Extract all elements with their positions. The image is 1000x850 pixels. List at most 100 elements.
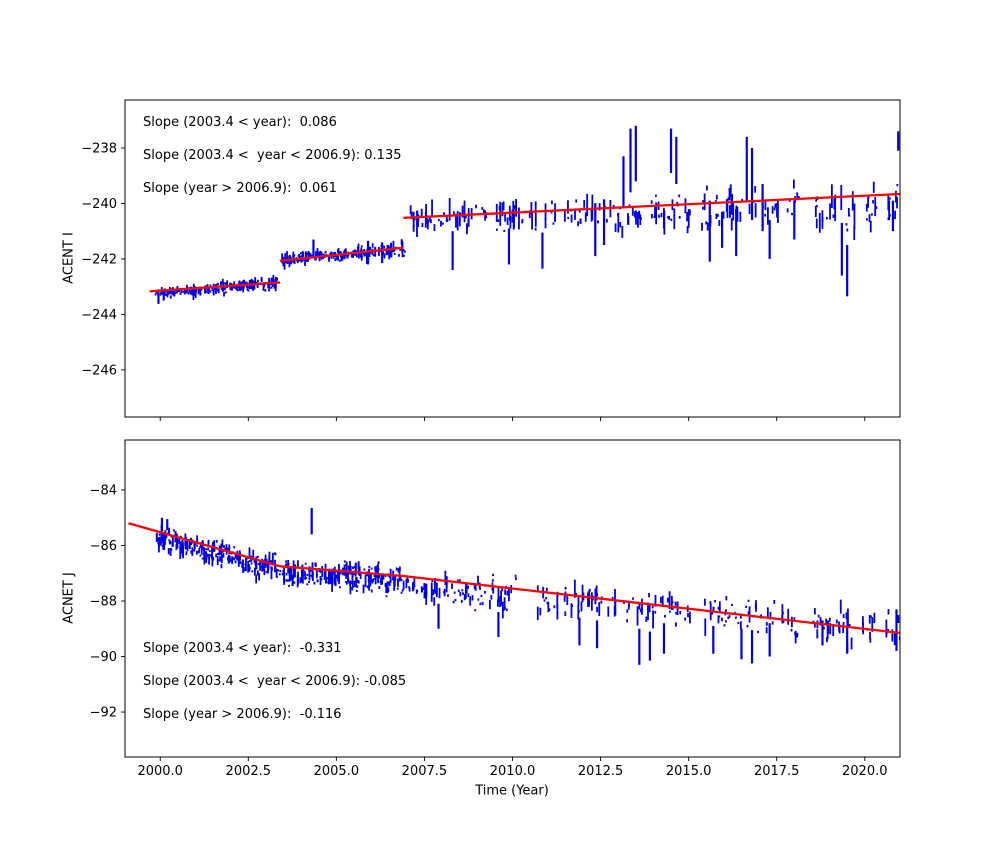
x-tick-label: 2020.0 bbox=[842, 764, 888, 779]
data-point bbox=[277, 569, 280, 572]
data-point bbox=[263, 559, 266, 568]
data-point bbox=[345, 254, 347, 257]
data-point bbox=[429, 216, 431, 222]
data-point bbox=[551, 200, 553, 205]
data-point bbox=[250, 559, 253, 562]
data-point bbox=[402, 580, 405, 590]
data-point bbox=[626, 619, 629, 623]
data-point bbox=[208, 550, 211, 553]
data-point bbox=[648, 593, 650, 598]
data-point bbox=[577, 221, 580, 227]
data-point bbox=[577, 596, 580, 607]
data-point bbox=[739, 211, 742, 222]
data-point bbox=[301, 254, 304, 259]
data-point bbox=[265, 571, 268, 574]
data-point bbox=[730, 198, 733, 215]
data-point bbox=[330, 251, 333, 255]
data-point bbox=[441, 222, 444, 225]
data-point bbox=[343, 254, 346, 257]
data-point bbox=[292, 575, 295, 579]
data-point bbox=[440, 220, 442, 227]
data-point bbox=[171, 543, 174, 547]
data-point bbox=[730, 218, 733, 231]
data-point bbox=[813, 608, 816, 615]
data-point bbox=[445, 582, 448, 593]
data-point bbox=[725, 596, 728, 601]
data-point bbox=[347, 571, 349, 583]
data-point bbox=[433, 597, 436, 606]
data-point bbox=[632, 597, 634, 600]
data-point bbox=[408, 587, 411, 592]
data-point bbox=[314, 562, 317, 567]
data-point bbox=[399, 247, 402, 251]
data-point bbox=[451, 583, 453, 589]
data-point bbox=[588, 588, 591, 592]
data-point bbox=[702, 200, 705, 203]
data-point bbox=[497, 586, 500, 602]
data-point bbox=[639, 608, 642, 613]
data-point bbox=[236, 288, 239, 291]
data-point bbox=[596, 606, 598, 613]
data-point bbox=[534, 209, 537, 227]
data-point bbox=[359, 573, 362, 577]
data-point bbox=[424, 212, 427, 228]
data-point bbox=[273, 552, 276, 555]
data-point bbox=[575, 592, 578, 597]
data-point bbox=[185, 553, 188, 556]
data-point bbox=[531, 211, 533, 220]
data-point bbox=[678, 216, 681, 219]
data-point bbox=[173, 529, 175, 532]
data-point bbox=[200, 552, 203, 555]
data-point bbox=[377, 561, 380, 564]
data-point bbox=[796, 632, 799, 638]
data-point bbox=[741, 198, 744, 201]
data-point bbox=[570, 214, 573, 223]
data-point bbox=[774, 203, 777, 208]
data-point bbox=[286, 579, 289, 582]
data-point bbox=[638, 211, 641, 219]
data-point bbox=[728, 615, 731, 618]
data-point bbox=[814, 205, 817, 218]
data-point-outlier bbox=[840, 222, 843, 276]
data-point bbox=[343, 564, 346, 575]
data-point bbox=[591, 194, 594, 221]
data-point bbox=[754, 186, 757, 193]
data-point bbox=[206, 554, 209, 557]
data-point bbox=[826, 637, 828, 643]
data-point bbox=[360, 245, 363, 248]
data-point bbox=[702, 206, 704, 210]
data-point-outlier bbox=[497, 612, 500, 638]
data-point bbox=[388, 246, 391, 250]
data-point-outlier bbox=[160, 517, 164, 532]
data-point bbox=[595, 585, 598, 601]
data-point bbox=[355, 577, 358, 583]
data-point-outlier bbox=[669, 128, 673, 173]
data-point bbox=[356, 585, 359, 588]
data-point bbox=[896, 183, 899, 187]
slope-annotation-top-1: Slope (2003.4 < year): 0.086 bbox=[143, 115, 337, 130]
data-point bbox=[378, 247, 380, 257]
data-point bbox=[894, 210, 896, 220]
data-point bbox=[288, 579, 291, 582]
data-point bbox=[503, 597, 506, 611]
data-point bbox=[866, 218, 868, 221]
data-point bbox=[473, 585, 476, 590]
y-tick-label: −238 bbox=[81, 141, 117, 156]
data-point bbox=[453, 211, 455, 216]
data-point bbox=[661, 595, 664, 605]
data-point bbox=[221, 278, 224, 284]
data-point bbox=[453, 591, 456, 594]
data-point-outlier bbox=[750, 630, 754, 664]
data-point bbox=[444, 570, 447, 586]
data-point bbox=[492, 586, 495, 594]
trend-line bbox=[279, 246, 404, 263]
data-point bbox=[425, 215, 428, 222]
data-point bbox=[284, 253, 287, 263]
data-point bbox=[574, 209, 576, 220]
data-point bbox=[821, 210, 824, 229]
data-point bbox=[703, 193, 706, 211]
data-point bbox=[177, 539, 179, 542]
data-point bbox=[205, 548, 207, 551]
data-point bbox=[871, 213, 873, 216]
